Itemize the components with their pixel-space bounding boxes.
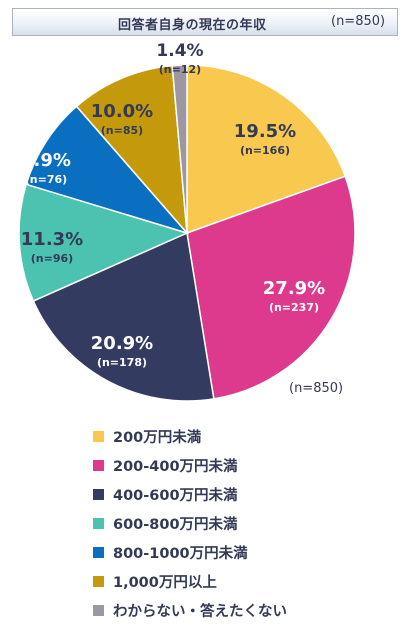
legend-swatch [93,547,104,558]
slice-count-label-5: (n=76) [25,173,67,186]
slice-percent-label-3: 20.9% [91,333,153,354]
pie-slice-2 [186,175,356,400]
legend-swatch [93,576,104,587]
slice-percent-label-7: 1.4% [156,41,203,61]
slice-percent-label-2: 27.9% [263,278,325,299]
pie-slice-4 [18,183,190,302]
slice-count-label-3: (n=178) [97,356,147,369]
slice-count-label-6: (n=85) [101,124,143,137]
legend-swatch [93,431,104,442]
slice-count-label-1: (n=166) [240,144,290,157]
legend-label: 400-600万円未満 [113,488,238,504]
legend-swatch [93,518,104,529]
legend-label: わからない・答えたくない [113,604,287,620]
slice-percent-label-6: 10.0% [91,101,153,122]
slice-percent-label-4: 11.3% [21,229,83,250]
pie-slice-3 [32,231,215,402]
chart-sample-size-label: (n=850) [289,381,343,396]
legend-swatch [93,489,104,500]
pie-slice-6 [75,64,188,236]
legend-swatch [93,605,104,616]
legend-label: 200万円未満 [113,430,202,446]
slice-percent-label-1: 19.5% [234,121,296,142]
slice-count-label-4: (n=96) [31,252,73,265]
slice-count-label-7: (n=12) [159,63,201,76]
pie-slice-7 [171,64,188,234]
sample-size-label: (n=850) [331,14,386,29]
chart-title-bar: 回答者自身の現在の年収 (n=850) [12,8,398,36]
pie-slice-1 [186,64,347,235]
chart-title: 回答者自身の現在の年収 [118,18,267,33]
pie-slice-5 [25,105,190,235]
slice-percent-label-5: 8.9% [21,150,71,171]
legend-label: 600-800万円未満 [113,517,238,533]
slice-count-label-2: (n=237) [269,301,319,314]
legend-label: 800-1000万円未満 [113,546,248,562]
legend-swatch [93,460,104,471]
pie-chart: 19.5% (n=166) 27.9% (n=237) 20.9% (n=178) 11.3… [18,41,356,402]
legend-label: 200-400万円未満 [113,459,238,475]
legend-label: 1,000万円以上 [113,575,217,591]
